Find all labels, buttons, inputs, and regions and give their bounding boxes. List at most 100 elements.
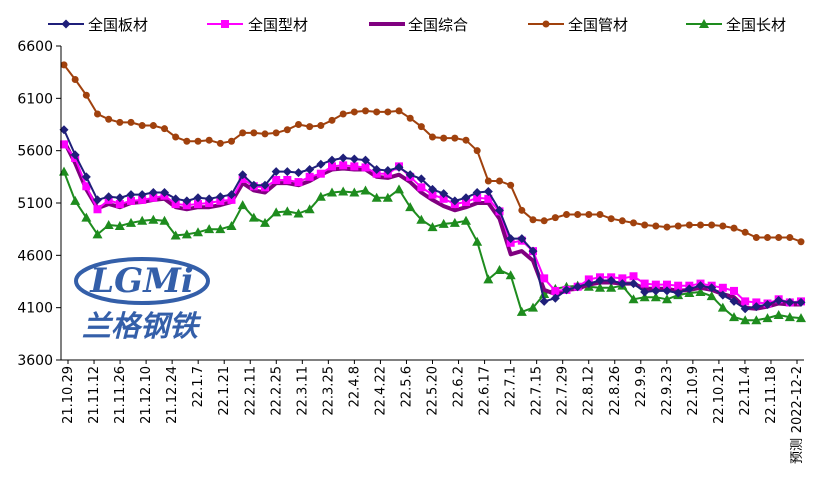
data-point — [272, 175, 281, 184]
data-point — [194, 200, 202, 209]
data-point — [339, 161, 348, 170]
data-point — [462, 136, 470, 144]
data-point — [562, 285, 571, 295]
x-tick-label: 22.8.26 — [608, 366, 623, 416]
data-point — [294, 168, 303, 178]
data-point — [684, 284, 694, 294]
data-point — [115, 193, 125, 203]
data-point — [440, 134, 448, 142]
data-point — [741, 228, 749, 236]
x-tick-label: 22.4.8 — [347, 366, 362, 407]
data-point — [784, 312, 795, 322]
x-tick-label: 21.11.26 — [113, 366, 128, 424]
data-point — [172, 133, 180, 141]
data-point — [293, 208, 304, 218]
x-tick-label: 22.6.2 — [452, 366, 467, 407]
x-tick-label: 22.10.9 — [686, 366, 701, 416]
data-point — [708, 221, 716, 229]
data-point — [405, 202, 416, 212]
data-point — [752, 234, 760, 242]
data-point — [673, 288, 683, 298]
data-point — [260, 217, 270, 227]
data-point — [59, 125, 69, 135]
x-tick-label: 22.9.23 — [660, 366, 675, 416]
data-point — [473, 147, 481, 155]
data-point — [764, 234, 771, 242]
data-point — [149, 193, 158, 202]
data-point — [305, 172, 314, 181]
data-point — [105, 115, 113, 123]
data-point — [730, 224, 738, 232]
data-point — [630, 219, 637, 227]
data-point — [238, 170, 248, 180]
data-point — [294, 178, 303, 187]
data-point — [382, 192, 393, 202]
x-axis-ticks: 21.10.29 21.11.12 21.11.26 21.12.10 21.12.24… — [61, 360, 805, 464]
data-point — [416, 214, 427, 224]
data-point — [617, 279, 627, 289]
data-point — [248, 212, 259, 222]
x-tick-label: 22.1.21 — [217, 366, 232, 416]
y-tick-label: 5600 — [17, 144, 53, 160]
data-point — [483, 186, 493, 196]
data-point — [439, 189, 449, 199]
data-point — [260, 180, 270, 190]
data-point — [685, 221, 693, 229]
data-point — [740, 315, 751, 325]
y-tick-label: 3600 — [17, 353, 53, 369]
data-point — [551, 286, 560, 295]
x-tick-label: 22.2.25 — [269, 366, 284, 416]
data-point — [372, 165, 382, 175]
data-point — [416, 174, 426, 184]
data-point — [606, 282, 617, 292]
data-point — [629, 279, 638, 289]
data-point — [775, 234, 783, 242]
x-tick-label: 21.10.29 — [61, 366, 76, 424]
legend-marker — [221, 20, 229, 28]
data-point — [506, 234, 516, 244]
data-point — [550, 293, 560, 303]
data-point — [237, 200, 248, 210]
data-point — [70, 195, 81, 205]
data-point — [650, 292, 661, 302]
x-tick-label: 21.12.10 — [139, 366, 154, 424]
data-point — [528, 302, 538, 312]
data-point — [138, 195, 147, 204]
legend-item-3: 全国管材 — [528, 16, 628, 34]
data-point — [494, 264, 505, 274]
data-point — [774, 295, 784, 305]
legend-item-1: 全国型材 — [207, 16, 308, 34]
data-point — [563, 211, 570, 219]
data-point — [595, 275, 605, 285]
data-point — [505, 270, 516, 280]
y-tick-label: 6100 — [17, 91, 53, 107]
data-point — [215, 224, 226, 234]
data-point — [574, 211, 582, 219]
data-point — [516, 306, 527, 316]
data-point — [751, 302, 761, 312]
series-4 — [59, 166, 806, 325]
x-tick-label: 2022-12-2 — [790, 366, 805, 433]
data-point — [114, 221, 125, 231]
data-point — [373, 108, 381, 116]
data-point — [551, 214, 559, 222]
data-point — [159, 215, 170, 225]
data-point — [740, 304, 750, 314]
legend-item-2: 全国综合 — [369, 16, 468, 34]
data-point — [472, 236, 483, 246]
x-tick-label: 22.5.20 — [426, 366, 441, 416]
data-point — [60, 140, 68, 149]
legend-label: 全国长材 — [726, 16, 786, 34]
legend-item-4: 全国长材 — [686, 16, 786, 34]
data-point — [395, 107, 403, 115]
data-point — [429, 133, 436, 141]
lange-steel-watermark: LGMi 兰格钢铁 — [74, 257, 210, 343]
x-tick-label: 22.7.1 — [504, 366, 519, 407]
data-point — [93, 195, 102, 205]
data-point — [674, 222, 682, 230]
data-point — [528, 246, 538, 256]
x-tick-label: 22.7.29 — [556, 366, 571, 416]
data-point — [785, 297, 795, 307]
data-point — [651, 280, 660, 289]
data-point — [730, 286, 738, 295]
